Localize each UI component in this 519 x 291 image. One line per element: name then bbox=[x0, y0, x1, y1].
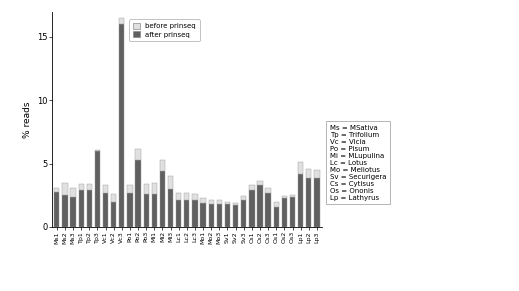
Bar bbox=[95, 151, 100, 227]
Bar bbox=[160, 160, 165, 171]
Bar bbox=[135, 160, 141, 227]
Bar bbox=[209, 203, 214, 227]
Bar bbox=[95, 150, 100, 151]
Bar bbox=[152, 183, 157, 194]
Bar bbox=[71, 188, 76, 197]
Bar bbox=[225, 202, 230, 204]
Bar bbox=[119, 18, 125, 24]
Bar bbox=[233, 205, 238, 227]
Bar bbox=[103, 185, 108, 193]
Bar bbox=[193, 194, 198, 200]
Bar bbox=[54, 188, 59, 191]
Bar bbox=[257, 181, 263, 185]
Bar bbox=[78, 190, 84, 227]
Y-axis label: % reads: % reads bbox=[23, 101, 32, 138]
Bar bbox=[119, 24, 125, 227]
Bar bbox=[87, 190, 92, 227]
Bar bbox=[200, 203, 206, 227]
Legend: before prinseq, after prinseq: before prinseq, after prinseq bbox=[130, 19, 200, 41]
Bar bbox=[298, 162, 303, 174]
Bar bbox=[176, 193, 181, 200]
Bar bbox=[306, 169, 311, 178]
Bar bbox=[306, 178, 311, 227]
Bar bbox=[111, 202, 116, 227]
Bar bbox=[282, 196, 287, 198]
Bar bbox=[200, 198, 206, 203]
Bar bbox=[168, 189, 173, 227]
Bar bbox=[71, 197, 76, 227]
Bar bbox=[233, 203, 238, 205]
Bar bbox=[62, 195, 67, 227]
Text: Ms = MSativa
Tp = Trifolium
Vc = Vicia
Po = Pisum
Mi = MLupulina
Lc = Lotus
Mo =: Ms = MSativa Tp = Trifolium Vc = Vicia P… bbox=[330, 125, 386, 201]
Bar bbox=[168, 176, 173, 189]
Bar bbox=[193, 200, 198, 227]
Bar bbox=[111, 194, 116, 202]
Bar bbox=[54, 191, 59, 227]
Bar bbox=[184, 200, 189, 227]
Bar bbox=[127, 185, 132, 193]
Bar bbox=[298, 174, 303, 227]
Bar bbox=[266, 193, 271, 227]
Bar bbox=[266, 188, 271, 193]
Bar bbox=[103, 193, 108, 227]
Bar bbox=[249, 185, 254, 190]
Bar bbox=[249, 190, 254, 227]
Bar bbox=[217, 200, 222, 204]
Bar bbox=[274, 202, 279, 207]
Bar bbox=[274, 207, 279, 227]
Bar bbox=[78, 184, 84, 190]
Bar bbox=[290, 197, 295, 227]
Bar bbox=[184, 193, 189, 200]
Bar bbox=[217, 204, 222, 227]
Bar bbox=[315, 170, 320, 178]
Bar bbox=[282, 198, 287, 227]
Bar bbox=[87, 184, 92, 190]
Bar bbox=[225, 204, 230, 227]
Bar bbox=[209, 200, 214, 203]
Bar bbox=[135, 149, 141, 160]
Bar bbox=[127, 193, 132, 227]
Bar bbox=[257, 185, 263, 227]
Bar bbox=[62, 183, 67, 195]
Bar bbox=[315, 178, 320, 227]
Bar bbox=[241, 200, 247, 227]
Bar bbox=[176, 200, 181, 227]
Bar bbox=[152, 194, 157, 227]
Bar bbox=[241, 196, 247, 200]
Bar bbox=[160, 171, 165, 227]
Bar bbox=[144, 184, 149, 194]
Bar bbox=[290, 195, 295, 197]
Bar bbox=[144, 194, 149, 227]
